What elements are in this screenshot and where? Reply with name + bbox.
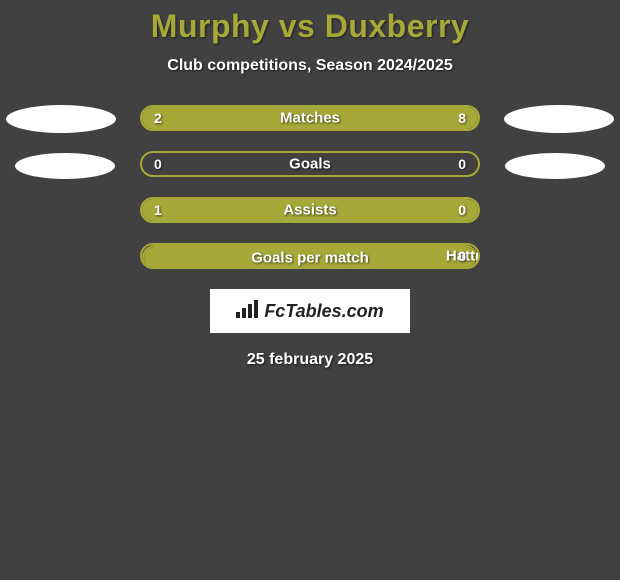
chart-icon — [236, 300, 258, 323]
stat-value-left: 0 — [154, 156, 162, 172]
stat-bar-goals: 0 Goals 0 — [140, 151, 480, 177]
stat-bar-gpm: Goals per match — [142, 245, 478, 269]
stat-fill-right — [401, 199, 478, 221]
stat-value-right: 0 — [458, 156, 466, 172]
comparison-container: Murphy vs Duxberry Club competitions, Se… — [0, 0, 620, 369]
page-title: Murphy vs Duxberry — [0, 8, 620, 45]
stat-fill-right — [209, 107, 478, 129]
subtitle: Club competitions, Season 2024/2025 — [0, 57, 620, 75]
stat-value-right: 0 — [458, 202, 466, 218]
stat-value-right: 8 — [458, 110, 466, 126]
stat-fill-left — [142, 107, 209, 129]
player-left-avatar-1 — [6, 105, 116, 133]
player-right-avatar-2 — [505, 153, 605, 179]
date-text: 25 february 2025 — [140, 351, 480, 369]
stat-label: Goals per match — [251, 250, 369, 267]
stat-label: Matches — [280, 110, 340, 127]
stat-bar-matches: 2 Matches 8 — [140, 105, 480, 131]
player-left-avatar-2 — [15, 153, 115, 179]
stat-fill-left — [142, 199, 401, 221]
stat-value-right: 0 — [458, 248, 466, 264]
brand-badge[interactable]: FcTables.com — [210, 289, 410, 333]
stat-label: Assists — [283, 202, 336, 219]
stat-bar-hattricks: 0 Hattricks 0 Goals per match Min per go… — [140, 243, 480, 269]
stat-value-left: 1 — [154, 202, 162, 218]
stat-bar-assists: 1 Assists 0 — [140, 197, 480, 223]
stats-area: 2 Matches 8 0 Goals 0 1 Assists 0 0 Hatt… — [0, 105, 620, 369]
player-right-avatar-1 — [504, 105, 614, 133]
stat-label: Goals — [289, 156, 331, 173]
brand-text: FcTables.com — [264, 301, 383, 322]
stat-value-left: 2 — [154, 110, 162, 126]
